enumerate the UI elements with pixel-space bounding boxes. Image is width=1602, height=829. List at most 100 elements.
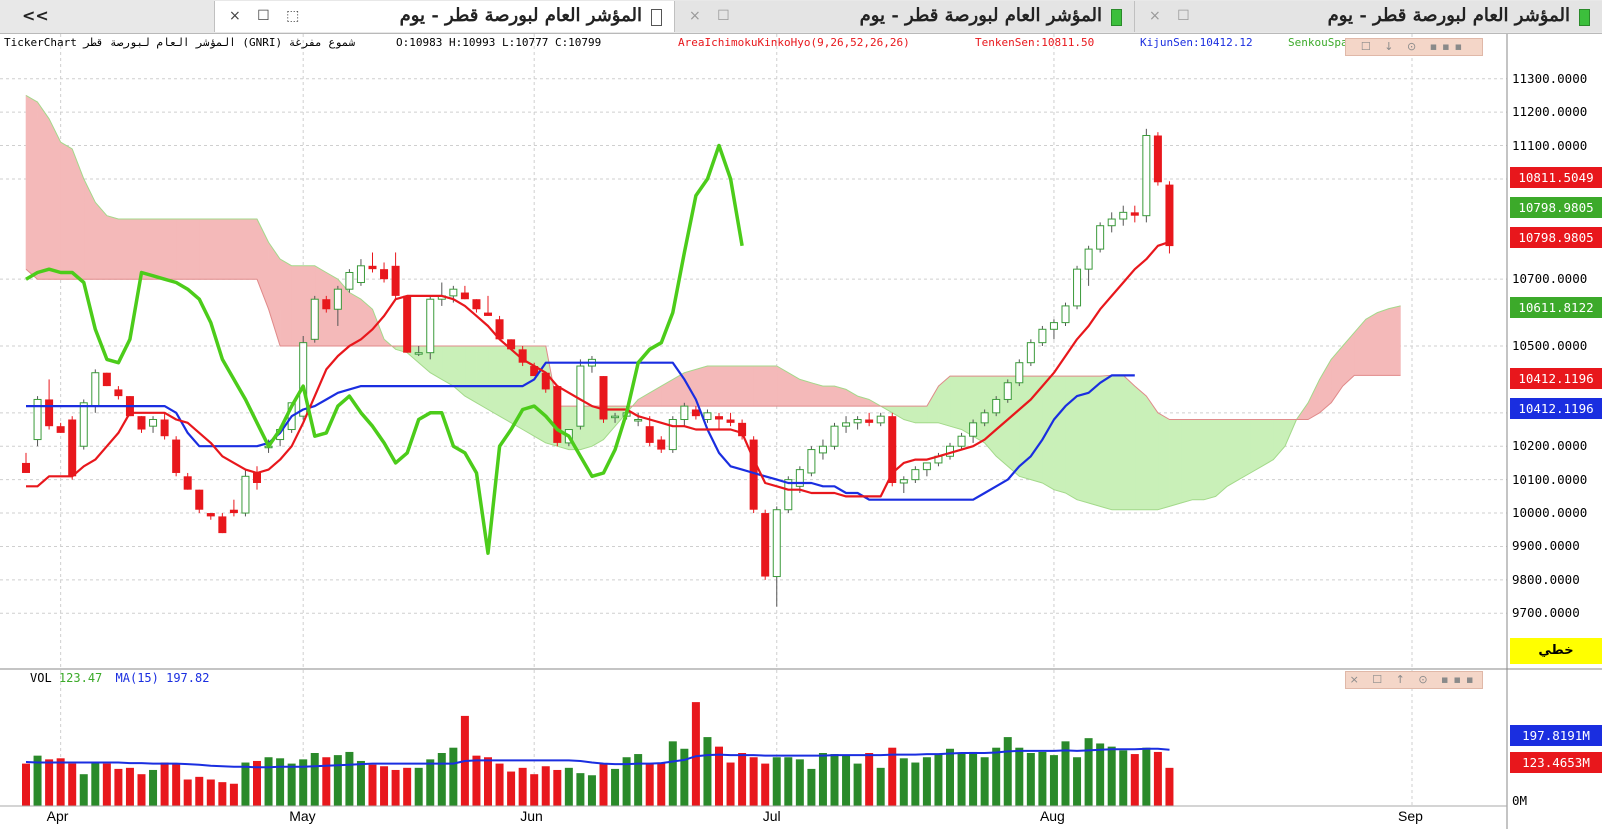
volume-ma-tag: 197.8191M [1510, 725, 1602, 746]
candle-body [969, 422, 978, 437]
volume-ma-value: 197.82 [166, 671, 210, 685]
candle-body [33, 398, 42, 441]
volume-bar [356, 760, 365, 806]
price-axis-label: 10500.0000 [1512, 338, 1588, 353]
volume-bar [345, 751, 354, 806]
volume-bar [426, 759, 435, 806]
candle-body [830, 425, 839, 447]
kumo-segment [695, 365, 708, 407]
volume-bar [645, 763, 654, 806]
volume-bar [380, 766, 389, 806]
kumo-segment [279, 258, 292, 347]
volume-bar [876, 767, 885, 806]
volume-bar [830, 754, 839, 806]
candle-body [206, 513, 215, 517]
senkou-readout: SenkouSpa [1288, 36, 1348, 49]
volume-pane-controls[interactable]: × ☐ ↑ ⊙ ▪▪▪ [1345, 671, 1483, 689]
kumo-segment [1169, 419, 1182, 507]
kumo-segment [718, 365, 731, 407]
tab-title: المؤشر العام لبورصة قطر - يوم [859, 5, 1102, 26]
tab-chart-1[interactable]: المؤشر العام لبورصة قطر - يوم × ☐ ⬚ [214, 1, 674, 32]
volume-bar [1153, 751, 1162, 806]
volume-bar [1049, 755, 1058, 806]
volume-bar [114, 768, 123, 806]
tab-chart-2[interactable]: المؤشر العام لبورصة قطر - يوم × ☐ [674, 1, 1134, 32]
kumo-segment [222, 218, 235, 280]
kumo-segment [48, 118, 61, 280]
candle-body [703, 412, 712, 421]
kumo-segment [1111, 375, 1124, 511]
volume-bar [980, 757, 989, 806]
volume-bar [749, 757, 758, 806]
candle-body [657, 439, 666, 450]
volume-bar [368, 764, 377, 806]
candle-body [842, 422, 851, 427]
volume-bar [657, 762, 666, 806]
volume-bar [1015, 747, 1024, 806]
volume-bar [576, 773, 585, 806]
kumo-segment [753, 365, 766, 407]
tenkan-sen-line [26, 240, 1170, 498]
candle-body [726, 419, 735, 423]
kumo-segment [476, 345, 489, 411]
kumo-segment [926, 384, 939, 424]
kumo-segment [233, 218, 246, 280]
volume-bar [715, 746, 723, 806]
volume-bar [680, 748, 689, 806]
volume-bar [911, 762, 920, 806]
candle-body [645, 426, 654, 443]
candle-body [1084, 248, 1093, 270]
volume-bar [611, 768, 620, 806]
volume-bar [518, 767, 527, 806]
kumo-segment [1226, 419, 1240, 487]
scale-mode-button[interactable]: خطي [1510, 638, 1602, 664]
volume-bar [818, 753, 827, 806]
tab-controls[interactable]: × ☐ ⬚ [229, 8, 306, 24]
volume-tag: 123.4653M [1510, 752, 1602, 773]
senkou-span-b-line [25, 268, 1401, 420]
volume-bar [1073, 757, 1082, 806]
kumo-segment [811, 382, 824, 407]
candle-body [160, 419, 169, 437]
volume-bar [1142, 747, 1151, 806]
candle-body [310, 298, 319, 340]
price-tag: 10811.5049 [1510, 167, 1602, 188]
candle-body [553, 386, 562, 443]
grid-lines [0, 34, 1507, 806]
chikou-span-line [25, 143, 744, 555]
candle-body [957, 435, 966, 447]
candle-body [1096, 225, 1105, 250]
volume-bar [992, 747, 1001, 806]
price-axis-label: 10000.0000 [1512, 505, 1588, 521]
candle-body [634, 419, 643, 422]
volume-bar [299, 759, 308, 806]
price-axis-label: 9900.0000 [1512, 538, 1580, 554]
volume-bar [149, 769, 158, 806]
kumo-segment [1365, 312, 1378, 376]
volume-bar [1061, 741, 1070, 806]
volume-bar [229, 783, 238, 806]
tab-controls[interactable]: × ☐ [1149, 8, 1196, 24]
candle-body [1142, 135, 1151, 217]
tab-controls[interactable]: × ☐ [689, 8, 736, 24]
candle-body [541, 372, 550, 390]
kumo-segment [291, 265, 304, 347]
candle-body [22, 462, 30, 473]
volume-bar [599, 763, 608, 806]
tenkan-readout: TenkenSen:10811.50 [975, 36, 1095, 49]
candle-body [484, 312, 492, 316]
volume-bar [865, 753, 874, 806]
kumo-segment [141, 218, 154, 280]
price-pane-controls[interactable]: ☐ ↓ ⊙ ▪▪▪ [1345, 38, 1483, 56]
candle-body [449, 288, 458, 297]
kumo-segment [1388, 305, 1401, 376]
collapse-panel-button[interactable]: << [22, 6, 49, 25]
candle-body [1061, 305, 1070, 324]
candle-body [195, 489, 204, 510]
volume-bar [33, 755, 42, 806]
candle-body [403, 295, 412, 353]
price-tag: 10611.8122 [1510, 297, 1602, 318]
price-tag: 10798.9805 [1510, 227, 1602, 248]
tab-chart-3[interactable]: المؤشر العام لبورصة قطر - يوم × ☐ [1134, 1, 1602, 32]
